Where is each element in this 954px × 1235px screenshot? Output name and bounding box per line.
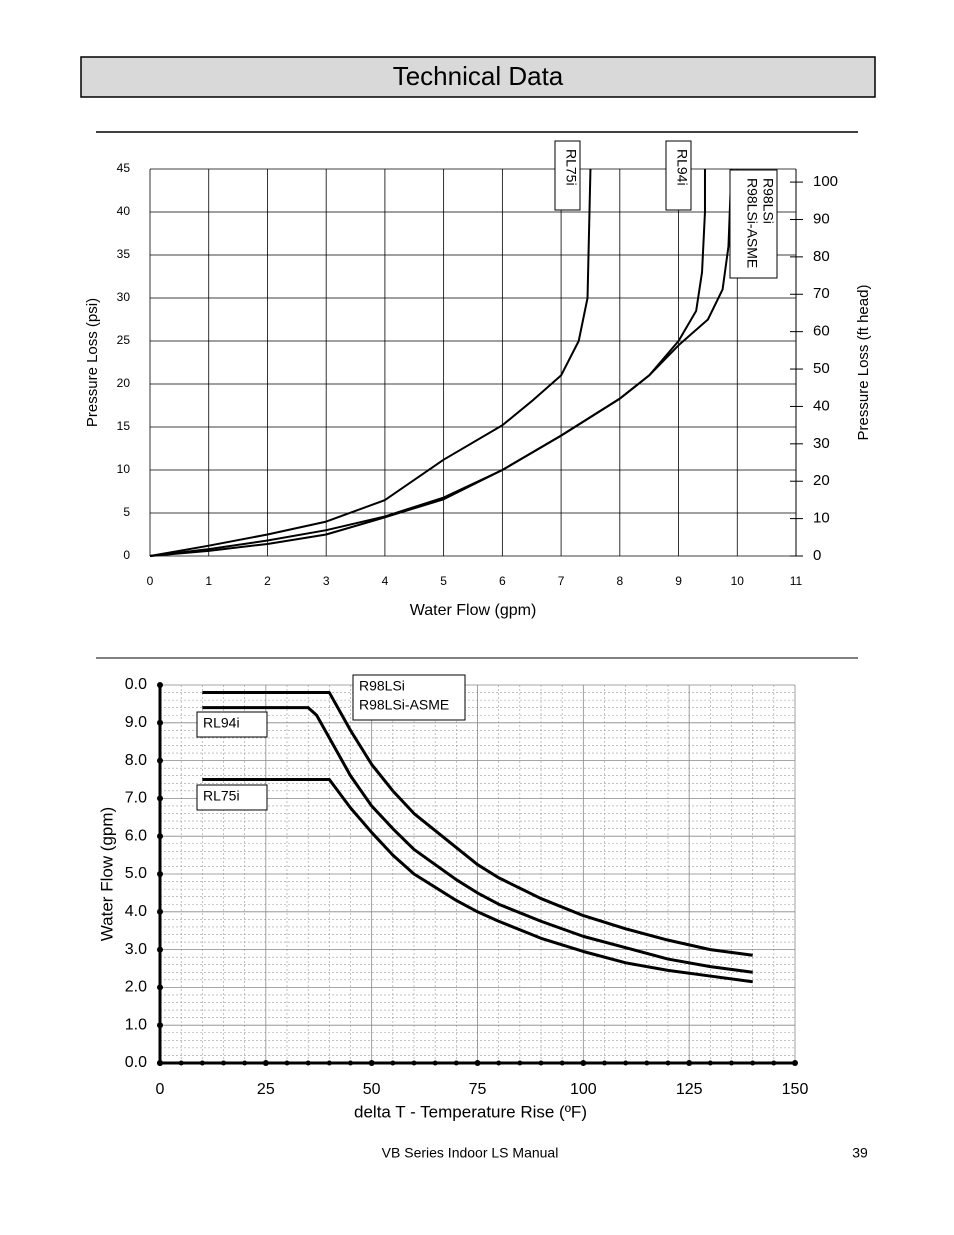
series-line	[202, 706, 753, 974]
series-line	[202, 778, 753, 984]
y-tick-label: 2.0	[125, 979, 147, 996]
y2-tick-label: 90	[813, 210, 830, 227]
series-line	[149, 168, 592, 557]
y-tick-label: 0.0	[125, 1054, 147, 1071]
y-tick-label: 5.0	[125, 865, 147, 882]
legend-label: RL94i	[674, 149, 690, 186]
series-line	[202, 691, 753, 957]
x-tick-label: 9	[675, 574, 682, 588]
y2-tick-label: 50	[813, 360, 830, 377]
y2-tick-label: 60	[813, 323, 830, 340]
x-tick-label: 0	[147, 574, 154, 588]
y-tick-label: 9.0	[125, 714, 147, 731]
legend-box	[729, 169, 778, 279]
y-tick-label: 10	[117, 462, 131, 476]
y2-axis-title: Pressure Loss (ft head)	[855, 285, 872, 441]
y-tick-label: 30	[117, 290, 131, 304]
x-tick-label: 4	[382, 574, 389, 588]
y2-tick-label: 100	[813, 173, 838, 190]
legend-label: R98LSi	[760, 178, 776, 224]
legend-label: R98LSi	[359, 678, 405, 694]
y-tick-label: 0	[123, 548, 130, 562]
x-axis-title: delta T - Temperature Rise (ºF)	[354, 1102, 587, 1121]
footer-text: VB Series Indoor LS Manual	[382, 1145, 559, 1161]
x-tick-label: 7	[558, 574, 565, 588]
y-tick-label: 15	[117, 419, 131, 433]
y-tick-label: 45	[117, 161, 131, 175]
x-axis-title: Water Flow (gpm)	[410, 602, 537, 619]
header-box	[80, 56, 876, 98]
y-axis-title: Water Flow (gpm)	[97, 807, 116, 941]
legend-box	[352, 674, 466, 721]
x-tick-label: 5	[440, 574, 447, 588]
x-tick-label: 50	[363, 1081, 381, 1098]
x-tick-label: 25	[257, 1081, 275, 1098]
x-tick-label: 100	[570, 1081, 597, 1098]
x-tick-label: 150	[782, 1081, 809, 1098]
y-tick-label: 25	[117, 333, 131, 347]
x-tick-label: 75	[469, 1081, 487, 1098]
y-tick-label: 0.0	[125, 676, 147, 693]
page-number: 39	[852, 1145, 868, 1161]
legend-label: RL75i	[203, 788, 240, 804]
y2-tick-label: 30	[813, 435, 830, 452]
legend-box	[554, 140, 581, 211]
legend-label: RL94i	[203, 715, 240, 731]
x-tick-label: 0	[156, 1081, 165, 1098]
y2-tick-label: 40	[813, 397, 830, 414]
y-tick-label: 8.0	[125, 752, 147, 769]
y2-tick-label: 20	[813, 472, 830, 489]
y-axis-title: Pressure Loss (psi)	[84, 298, 101, 427]
legend-label: RL75i	[563, 149, 579, 186]
x-tick-label: 2	[264, 574, 271, 588]
x-tick-label: 8	[616, 574, 623, 588]
legend-label: R98LSi-ASME	[359, 697, 449, 713]
y-tick-label: 6.0	[125, 827, 147, 844]
x-tick-label: 11	[790, 574, 803, 588]
legend-box	[196, 711, 268, 738]
x-tick-label: 6	[499, 574, 506, 588]
y-tick-label: 7.0	[125, 790, 147, 807]
y-tick-label: 20	[117, 376, 131, 390]
legend-label: R98LSi-ASME	[744, 178, 760, 268]
y-tick-label: 3.0	[125, 941, 147, 958]
y-tick-label: 35	[117, 247, 131, 261]
y-tick-label: 4.0	[125, 903, 147, 920]
x-tick-label: 10	[731, 574, 745, 588]
y-tick-label: 40	[117, 204, 131, 218]
x-tick-label: 1	[205, 574, 212, 588]
legend-box	[665, 140, 692, 211]
y2-tick-label: 10	[813, 510, 830, 527]
y-tick-label: 5	[123, 505, 130, 519]
series-line	[149, 169, 706, 557]
x-tick-label: 3	[323, 574, 330, 588]
y2-tick-label: 80	[813, 248, 830, 265]
y2-tick-label: 70	[813, 285, 830, 302]
x-tick-label: 125	[676, 1081, 703, 1098]
page-title: Technical Data	[393, 61, 564, 91]
y-tick-label: 1.0	[125, 1016, 147, 1033]
y2-tick-label: 0	[813, 547, 821, 564]
series-line	[149, 168, 733, 557]
legend-box	[196, 784, 268, 811]
